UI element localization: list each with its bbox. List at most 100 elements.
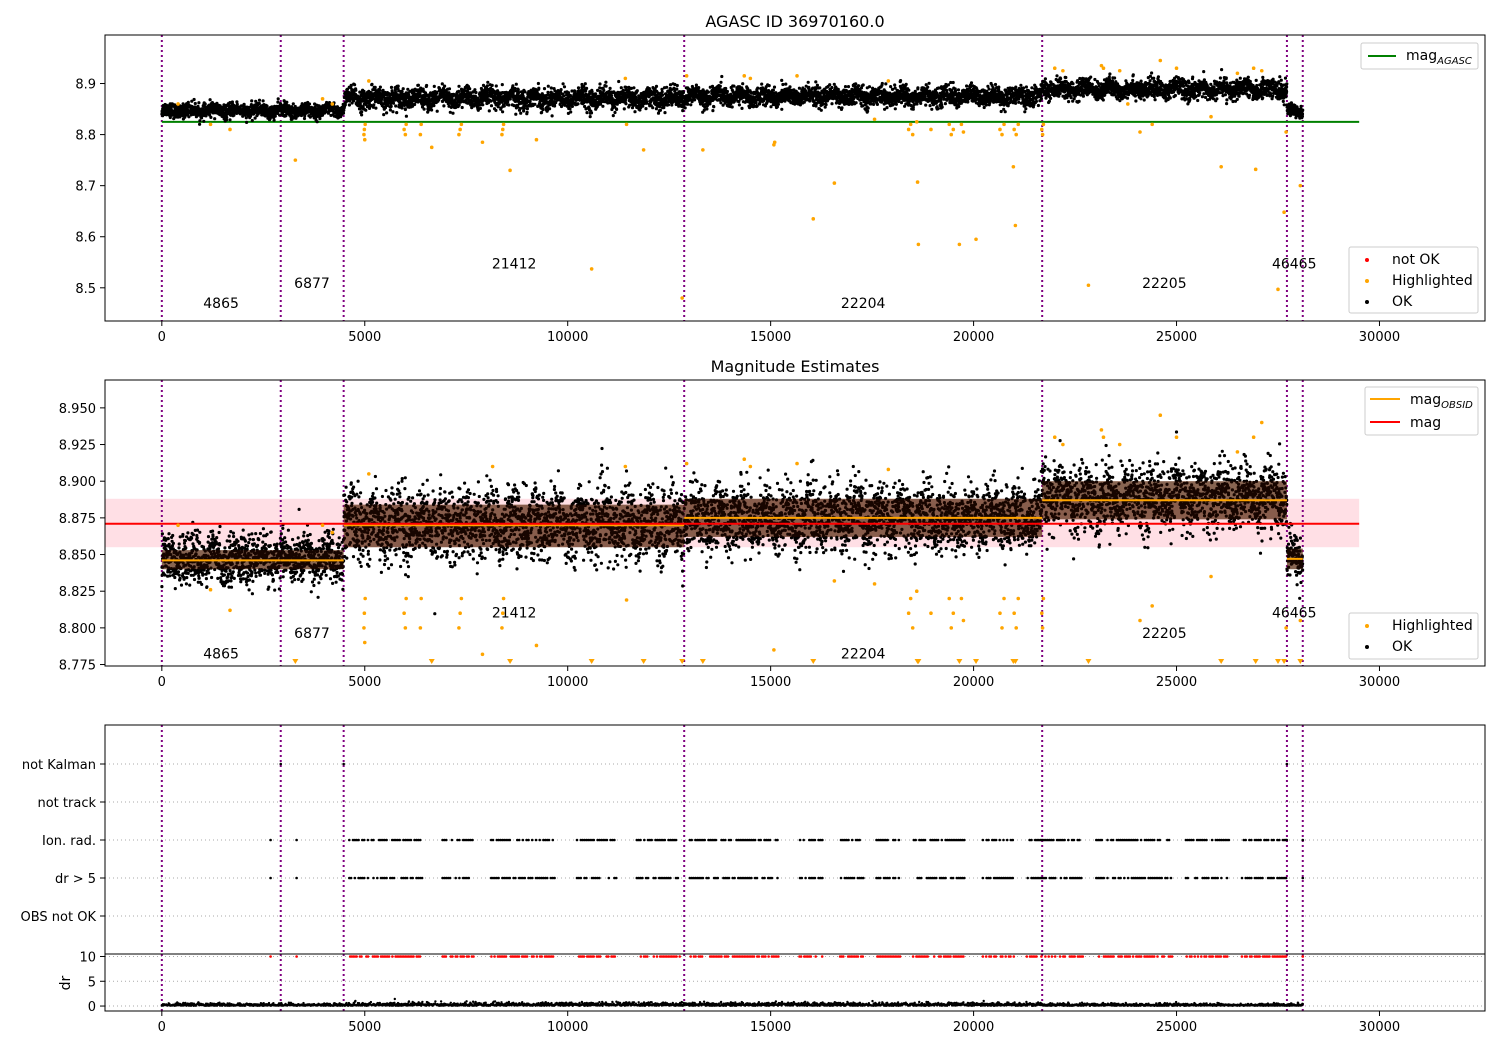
highlighted-point <box>208 587 213 592</box>
agasc-x-tick-label: 30000 <box>1359 330 1400 345</box>
highlighted-point <box>208 122 213 127</box>
below-range-marker <box>1297 659 1304 664</box>
highlighted-point <box>402 127 406 132</box>
highlighted-point <box>886 79 891 83</box>
highlighted-point <box>795 74 799 78</box>
highlighted-point <box>906 127 911 132</box>
highlighted-point <box>1000 132 1004 137</box>
magnitude-obsid-label: 22204 <box>841 647 886 663</box>
highlighted-point <box>947 122 952 127</box>
highlighted-point <box>330 102 335 106</box>
agasc-legend-lower: not OK Highlighted OK <box>1348 246 1479 314</box>
highlighted-point <box>623 464 628 469</box>
highlighted-point <box>915 180 920 184</box>
highlighted-point <box>1101 435 1106 440</box>
highlighted-point <box>500 127 505 132</box>
highlighted-point <box>961 618 966 623</box>
flag-label: Ion. rad. <box>42 834 96 849</box>
highlighted-point <box>742 457 747 462</box>
highlighted-marker-icon <box>1365 279 1369 283</box>
highlighted-point <box>949 132 954 137</box>
agasc-obsid-label: 22205 <box>1142 276 1187 292</box>
dr-y-tick-label: 5 <box>88 975 96 990</box>
legend-highlighted-label: Highlighted <box>1392 273 1473 289</box>
below-range-marker <box>428 659 435 664</box>
highlighted-point <box>908 122 913 127</box>
highlighted-point <box>1039 127 1044 132</box>
legend-highlighted-label: Highlighted <box>1392 618 1473 634</box>
highlighted-point <box>1039 611 1044 615</box>
below-range-marker <box>679 659 686 664</box>
highlighted-point <box>480 652 485 657</box>
magnitude-y-tick-label: 8.900 <box>59 475 96 490</box>
highlighted-point <box>320 523 325 527</box>
below-range-marker <box>810 659 817 664</box>
highlighted-point <box>1099 428 1104 432</box>
highlighted-point <box>480 140 485 145</box>
highlighted-point <box>680 296 684 300</box>
highlighted-point <box>362 132 366 137</box>
highlighted-point <box>748 76 753 81</box>
magnitude-legend-lower: Highlighted OK <box>1348 612 1479 660</box>
legend-not-ok-label: not OK <box>1392 252 1440 268</box>
highlighted-point <box>1101 66 1106 70</box>
agasc-obsid-label: 21412 <box>492 256 537 272</box>
highlighted-point <box>1251 66 1256 70</box>
magnitude-y-tick-label: 8.925 <box>59 439 96 454</box>
below-range-marker <box>1281 659 1288 664</box>
mag-legend-label: mag <box>1410 415 1441 431</box>
magnitude-obsid-label: 46465 <box>1272 606 1317 622</box>
highlighted-point <box>1150 604 1154 608</box>
dr-y-tick-label: 10 <box>79 950 96 965</box>
flags-panel: not Kalman not track Ion. rad. dr > 5 OBS no… <box>21 724 1486 955</box>
highlighted-point <box>458 611 462 615</box>
highlighted-point <box>1012 611 1016 615</box>
highlighted-point <box>508 168 512 173</box>
highlighted-point <box>886 467 891 472</box>
below-range-marker <box>1012 659 1019 664</box>
flag-label: OBS not OK <box>21 910 97 925</box>
highlighted-point <box>1013 223 1018 228</box>
below-range-marker <box>956 659 963 664</box>
highlighted-point <box>500 132 504 137</box>
magnitude-y-tick-label: 8.850 <box>59 549 96 564</box>
highlighted-point <box>748 464 753 469</box>
highlighted-point <box>623 76 628 81</box>
highlighted-point <box>951 611 956 615</box>
highlighted-point <box>1086 283 1091 288</box>
highlighted-point <box>419 596 423 601</box>
highlighted-point <box>1117 442 1122 447</box>
highlighted-point <box>1016 596 1021 601</box>
highlighted-point <box>402 611 406 615</box>
highlighted-point <box>534 643 539 648</box>
agasc-legend-upper: magAGASC <box>1360 42 1479 70</box>
below-range-marker <box>1275 659 1281 664</box>
flag-point <box>279 762 283 766</box>
magnitude-x-tick-label: 25000 <box>1156 675 1197 690</box>
highlighted-point <box>418 132 423 137</box>
highlighted-point <box>929 611 933 615</box>
flag-label: dr > 5 <box>55 872 96 887</box>
highlighted-point <box>1174 435 1179 440</box>
legend-ok-label: OK <box>1392 294 1413 310</box>
agasc-panel: AGASC ID 36970160.0 4865 6877 21412 22204 22… <box>75 12 1486 345</box>
highlighted-marker-icon <box>1365 624 1369 628</box>
agasc-y-tick-label: 8.6 <box>75 231 96 246</box>
agasc-obsid-label: 6877 <box>294 276 330 292</box>
highlighted-point <box>228 127 232 132</box>
highlighted-point <box>872 582 877 586</box>
highlighted-point <box>362 127 367 132</box>
highlighted-point <box>1253 167 1258 172</box>
highlighted-point <box>1209 114 1213 119</box>
highlighted-point <box>1126 102 1130 106</box>
highlighted-point <box>1052 435 1057 440</box>
highlighted-point <box>429 145 434 150</box>
highlighted-point <box>1002 122 1006 127</box>
highlighted-point <box>1012 127 1016 132</box>
highlighted-point <box>458 127 462 132</box>
highlighted-point <box>320 97 325 101</box>
agasc-x-tick-label: 10000 <box>547 330 588 345</box>
highlighted-point <box>832 579 837 583</box>
agasc-x-tick-label: 20000 <box>953 330 994 345</box>
agasc-panel-title: AGASC ID 36970160.0 <box>705 12 884 31</box>
